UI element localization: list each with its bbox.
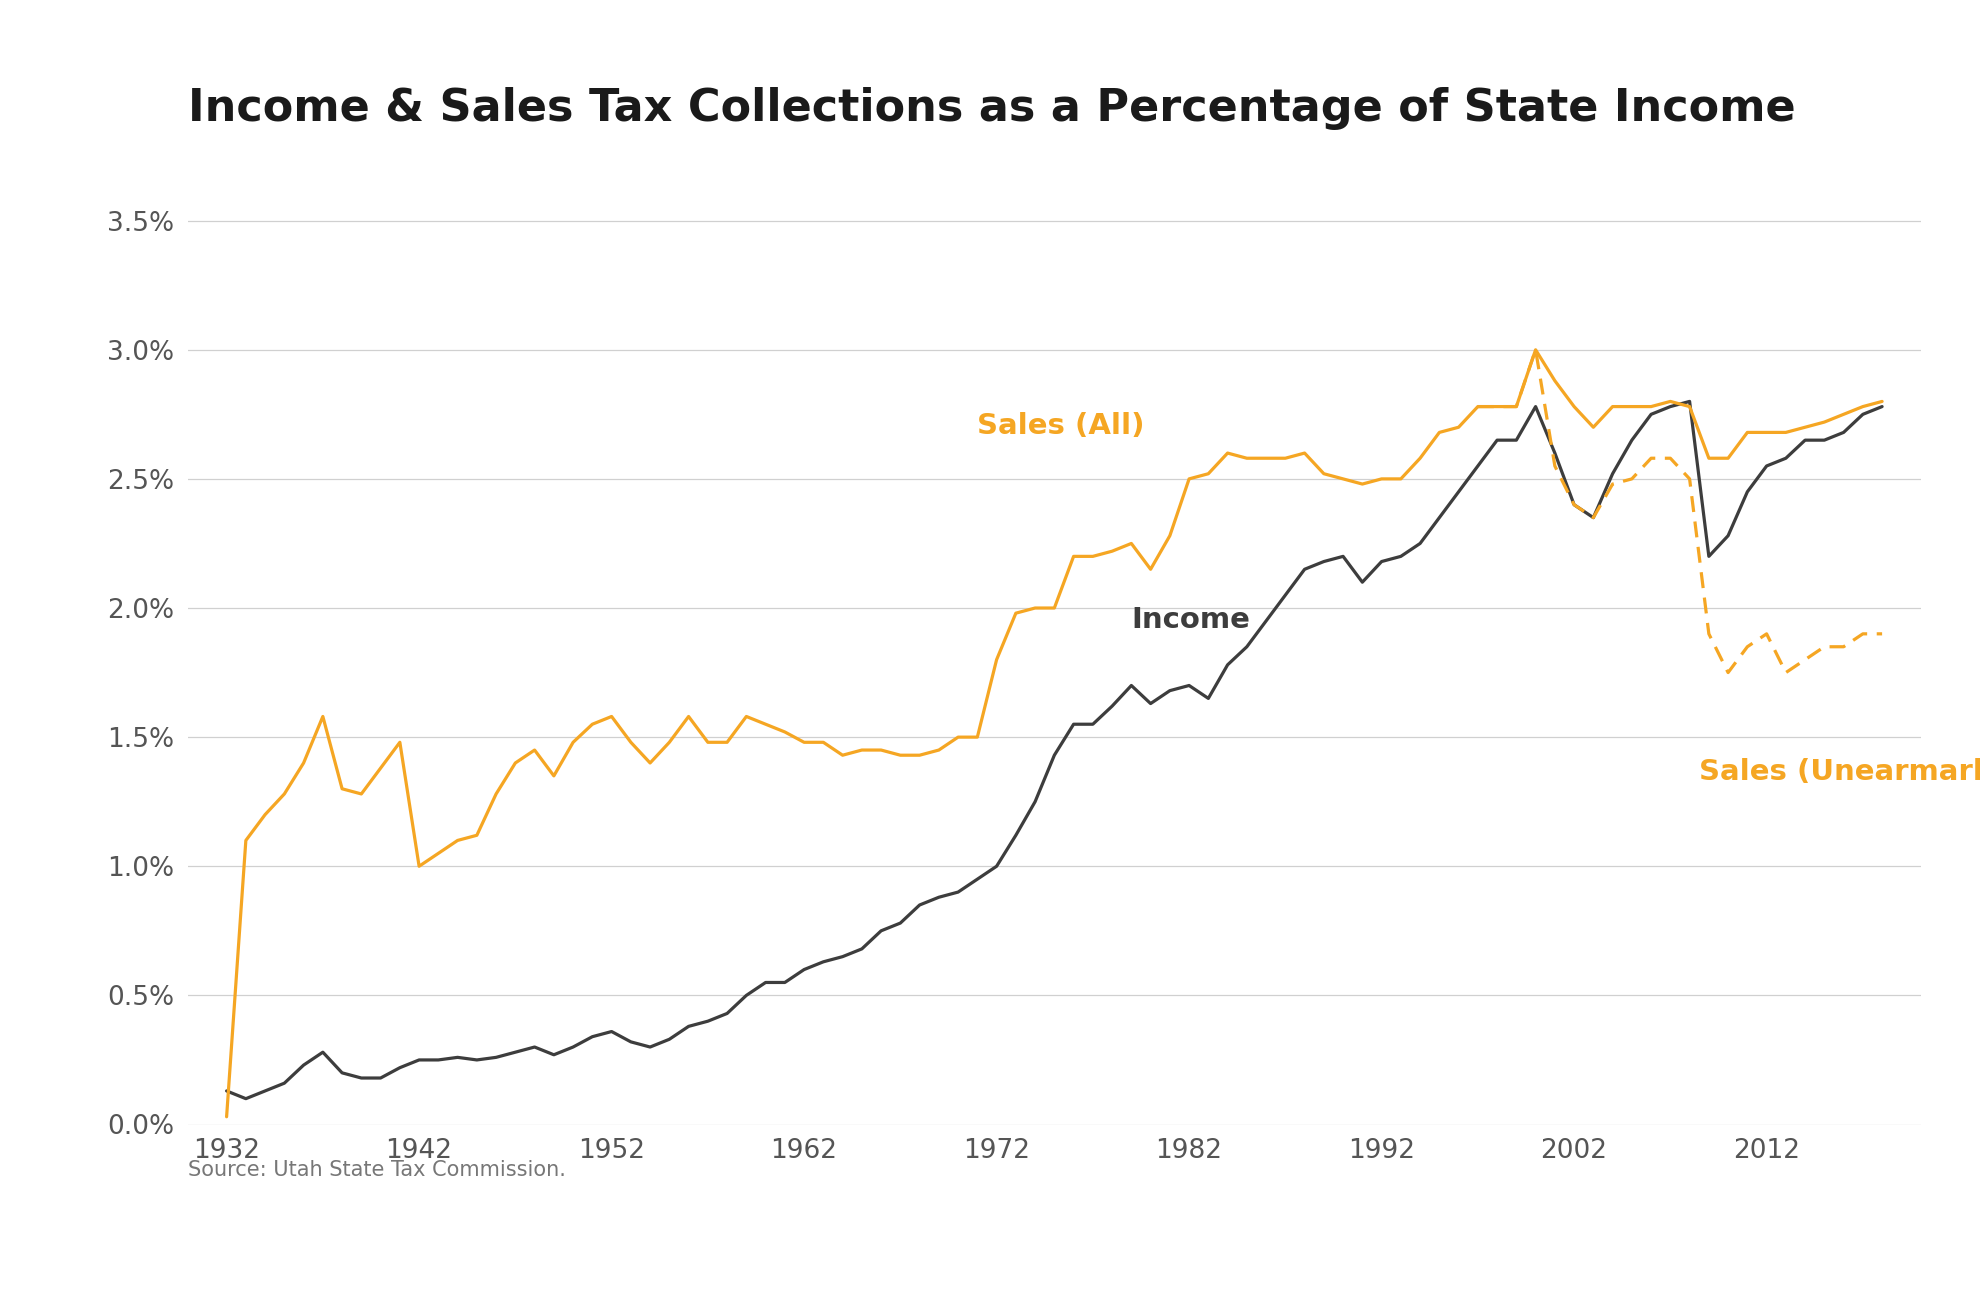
Text: Sales (All): Sales (All) (978, 412, 1144, 441)
Text: Sales (Unearmarked): Sales (Unearmarked) (1699, 758, 1980, 785)
Text: Income: Income (1131, 606, 1249, 634)
Text: Income & Sales Tax Collections as a Percentage of State Income: Income & Sales Tax Collections as a Perc… (188, 87, 1796, 130)
Text: Source: Utah State Tax Commission.: Source: Utah State Tax Commission. (188, 1160, 566, 1179)
Text: TAX FOUNDATION: TAX FOUNDATION (44, 1240, 346, 1269)
Text: @TaxFoundation: @TaxFoundation (1685, 1240, 1936, 1269)
